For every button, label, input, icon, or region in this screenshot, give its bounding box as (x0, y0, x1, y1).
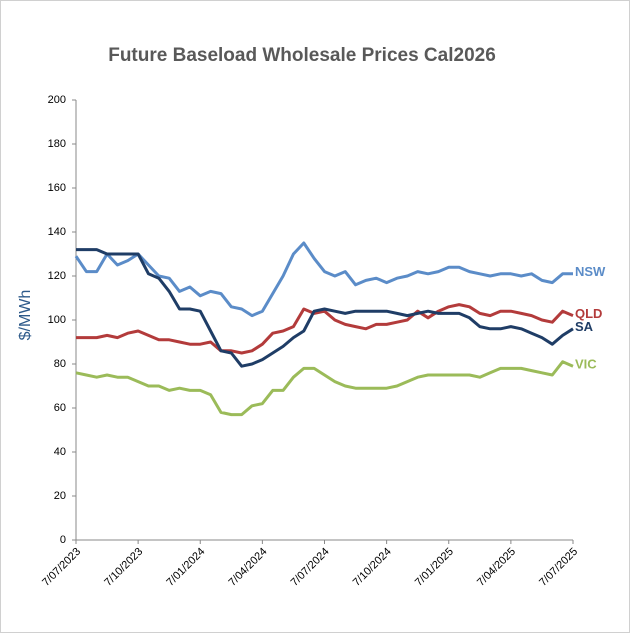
y-tick-label: 100 (48, 314, 66, 326)
y-tick-label: 140 (48, 226, 66, 238)
y-tick-label: 40 (54, 446, 66, 458)
y-tick-label: 0 (60, 534, 66, 546)
series-line (76, 303, 574, 355)
y-tick-label: 120 (48, 270, 66, 282)
series-label: SA (575, 319, 594, 334)
series-label: NSW (575, 264, 606, 279)
y-tick-label: 160 (48, 182, 66, 194)
y-tick-label: 60 (54, 402, 66, 414)
series-label: QLD (575, 306, 602, 321)
y-axis-label: $/MWh (17, 290, 34, 341)
series-line (74, 241, 573, 318)
y-tick-label: 20 (54, 490, 66, 502)
y-tick-label: 200 (48, 94, 66, 106)
y-tick-label: 80 (54, 358, 66, 370)
y-tick-label: 180 (48, 138, 66, 150)
chart-title: Future Baseload Wholesale Prices Cal2026 (108, 45, 496, 66)
series-line (76, 248, 574, 368)
series-label: VIC (575, 357, 597, 372)
series-line (75, 360, 574, 417)
